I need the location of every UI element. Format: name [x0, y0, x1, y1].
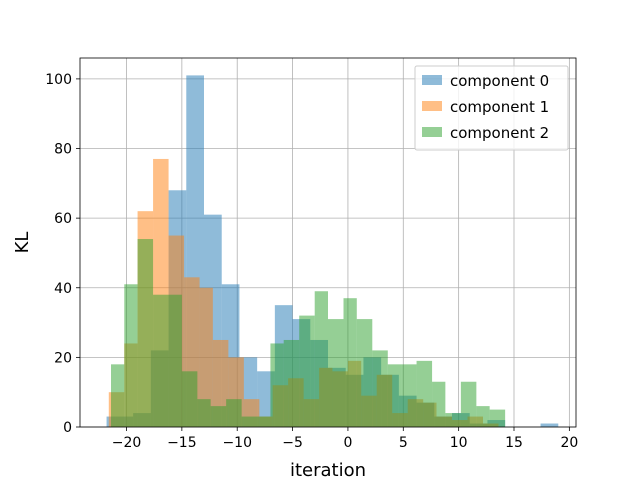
x-tick-label: 5	[399, 435, 408, 451]
y-tick-label: 60	[54, 211, 72, 227]
y-axis-label: KL	[12, 232, 33, 254]
histogram-bar	[540, 423, 559, 427]
series-2-bars	[111, 239, 506, 427]
histogram-bar	[401, 364, 417, 427]
histogram-bar	[476, 406, 490, 427]
histogram-bar	[299, 315, 315, 427]
histogram-bar	[356, 319, 373, 427]
x-tick-label: 0	[343, 435, 352, 451]
histogram-bar	[416, 360, 433, 427]
histogram-bar	[283, 339, 300, 427]
histogram-bar	[124, 284, 138, 427]
histogram-bar	[445, 413, 461, 427]
x-tick-label: −5	[282, 435, 303, 451]
histogram-bar	[387, 364, 402, 427]
histogram-bar	[168, 294, 182, 427]
histogram-bar	[212, 339, 229, 427]
x-tick-label: −15	[167, 435, 197, 451]
legend-box	[414, 65, 569, 151]
y-tick-label: 100	[45, 72, 72, 88]
histogram-bar	[372, 350, 388, 427]
histogram-bar	[153, 294, 169, 427]
histogram-bar	[270, 343, 284, 427]
legend-entry-label: component 1	[450, 98, 549, 116]
histogram-bar	[181, 371, 198, 427]
histogram-bar	[343, 298, 357, 427]
x-tick-label: −10	[222, 435, 252, 451]
histogram-bar	[137, 239, 154, 427]
histogram-bars	[106, 75, 559, 428]
legend-entry-label: component 0	[450, 72, 549, 90]
x-axis-label: iteration	[290, 460, 366, 480]
x-tick-label: 10	[450, 435, 468, 451]
histogram-bar	[314, 291, 328, 427]
histogram-bar	[226, 399, 242, 427]
legend-swatch	[422, 101, 442, 111]
y-tick-label: 40	[54, 281, 72, 297]
axis-ticks: −20 −15 −10 −5 0 5 10 15 20 0 20 40 60 80 100	[45, 72, 578, 451]
histogram-bar	[241, 416, 255, 427]
legend: component 0 component 1 component 2	[414, 65, 569, 151]
y-tick-label: 20	[54, 350, 72, 366]
x-tick-label: −20	[112, 435, 142, 451]
histogram-bar	[254, 416, 271, 427]
histogram-bar	[111, 364, 125, 427]
histogram-bar	[489, 409, 506, 427]
histogram-bar	[328, 319, 344, 427]
histogram-bar	[199, 287, 213, 427]
histogram-bar	[432, 381, 446, 427]
histogram-bar	[197, 399, 211, 427]
legend-swatch	[422, 75, 442, 85]
y-tick-label: 0	[63, 420, 72, 436]
plot-frame	[79, 57, 577, 428]
x-tick-label: 20	[560, 435, 578, 451]
legend-swatch	[422, 127, 442, 137]
histogram-bar	[460, 381, 477, 427]
y-tick-label: 80	[54, 142, 72, 158]
x-tick-label: 15	[505, 435, 523, 451]
legend-entry-label: component 2	[450, 124, 549, 142]
histogram-bar	[210, 406, 227, 427]
